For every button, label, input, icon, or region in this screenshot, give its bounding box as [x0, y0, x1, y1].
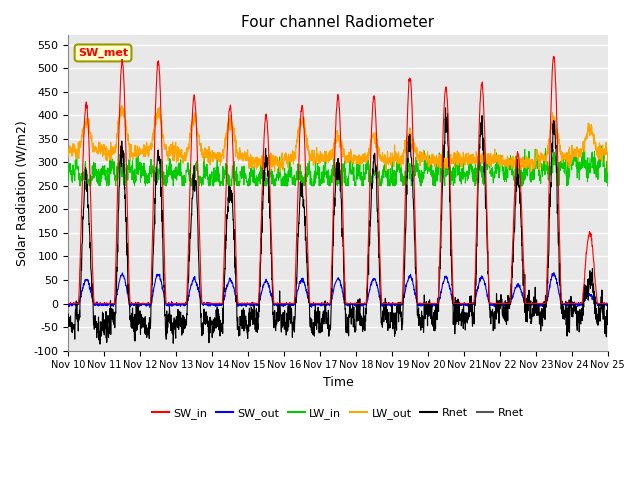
Title: Four channel Radiometer: Four channel Radiometer: [241, 15, 435, 30]
Y-axis label: Solar Radiation (W/m2): Solar Radiation (W/m2): [15, 120, 28, 266]
X-axis label: Time: Time: [323, 376, 353, 389]
Legend: SW_in, SW_out, LW_in, LW_out, Rnet, Rnet: SW_in, SW_out, LW_in, LW_out, Rnet, Rnet: [148, 404, 528, 423]
Text: SW_met: SW_met: [78, 48, 128, 58]
